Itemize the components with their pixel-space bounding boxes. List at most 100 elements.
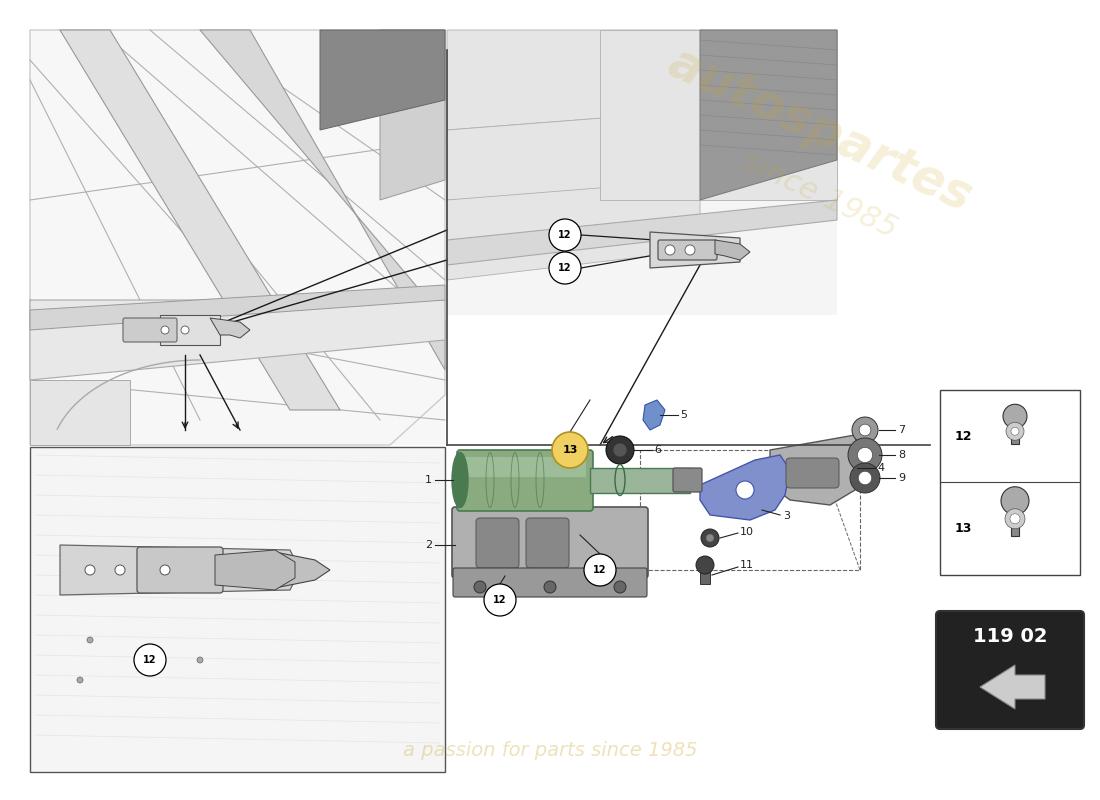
Text: 11: 11 <box>740 560 754 570</box>
Circle shape <box>584 554 616 586</box>
Text: 10: 10 <box>740 527 754 537</box>
Circle shape <box>613 443 627 457</box>
Text: 12: 12 <box>143 655 156 665</box>
FancyBboxPatch shape <box>138 547 223 593</box>
Polygon shape <box>30 380 130 445</box>
FancyBboxPatch shape <box>786 458 839 488</box>
Text: autospartes: autospartes <box>660 38 980 222</box>
Circle shape <box>544 581 556 593</box>
Circle shape <box>85 565 95 575</box>
Circle shape <box>484 584 516 616</box>
Circle shape <box>77 677 82 683</box>
Circle shape <box>116 565 125 575</box>
Polygon shape <box>30 300 446 380</box>
FancyBboxPatch shape <box>1011 416 1019 444</box>
Polygon shape <box>160 315 220 345</box>
Circle shape <box>552 432 589 468</box>
Polygon shape <box>700 30 837 200</box>
Circle shape <box>666 245 675 255</box>
Circle shape <box>614 581 626 593</box>
Circle shape <box>1001 486 1028 514</box>
Text: a passion for parts since 1985: a passion for parts since 1985 <box>403 741 697 759</box>
Text: 3: 3 <box>783 511 790 521</box>
Circle shape <box>1006 422 1024 440</box>
Ellipse shape <box>452 453 468 507</box>
Circle shape <box>850 463 880 493</box>
Polygon shape <box>447 200 837 265</box>
Circle shape <box>134 644 166 676</box>
Polygon shape <box>447 180 700 280</box>
Circle shape <box>1003 404 1027 428</box>
Circle shape <box>859 424 871 436</box>
FancyBboxPatch shape <box>1011 501 1019 536</box>
Polygon shape <box>320 30 446 130</box>
Text: 13: 13 <box>955 522 972 535</box>
Circle shape <box>736 481 754 499</box>
FancyBboxPatch shape <box>447 30 837 315</box>
FancyBboxPatch shape <box>30 30 446 445</box>
FancyBboxPatch shape <box>30 447 446 772</box>
Circle shape <box>1011 427 1019 435</box>
Text: 5: 5 <box>680 410 688 420</box>
Circle shape <box>696 556 714 574</box>
FancyBboxPatch shape <box>456 450 593 511</box>
Polygon shape <box>60 545 300 595</box>
Circle shape <box>857 447 872 462</box>
Polygon shape <box>275 552 330 588</box>
Text: 8: 8 <box>898 450 905 460</box>
Polygon shape <box>200 30 446 370</box>
FancyBboxPatch shape <box>590 468 690 493</box>
Polygon shape <box>447 30 837 130</box>
Polygon shape <box>770 435 860 505</box>
Polygon shape <box>700 455 790 520</box>
FancyBboxPatch shape <box>936 611 1084 729</box>
FancyBboxPatch shape <box>526 518 569 568</box>
Circle shape <box>848 438 882 472</box>
Polygon shape <box>650 232 740 268</box>
Polygon shape <box>600 30 837 200</box>
Polygon shape <box>210 318 250 338</box>
Text: 9: 9 <box>898 473 905 483</box>
Circle shape <box>606 436 634 464</box>
Polygon shape <box>715 240 750 260</box>
Text: 1: 1 <box>425 475 432 485</box>
Circle shape <box>161 326 169 334</box>
Text: 13: 13 <box>562 445 578 455</box>
Circle shape <box>182 326 189 334</box>
FancyBboxPatch shape <box>123 318 177 342</box>
FancyBboxPatch shape <box>940 390 1080 575</box>
Circle shape <box>685 245 695 255</box>
Polygon shape <box>379 30 446 200</box>
FancyBboxPatch shape <box>658 240 717 260</box>
Circle shape <box>706 534 714 542</box>
Text: 12: 12 <box>493 595 507 605</box>
Text: 4: 4 <box>877 463 884 473</box>
Polygon shape <box>447 100 837 200</box>
Text: 6: 6 <box>654 445 661 455</box>
Text: since 1985: since 1985 <box>738 146 902 243</box>
Polygon shape <box>30 285 446 330</box>
Circle shape <box>858 471 871 485</box>
FancyBboxPatch shape <box>453 568 647 597</box>
Text: 119 02: 119 02 <box>972 627 1047 646</box>
Circle shape <box>701 529 719 547</box>
FancyBboxPatch shape <box>476 518 519 568</box>
Circle shape <box>474 581 486 593</box>
FancyBboxPatch shape <box>0 0 1100 28</box>
FancyBboxPatch shape <box>452 507 648 578</box>
Circle shape <box>1005 509 1025 529</box>
Circle shape <box>1010 514 1020 524</box>
Polygon shape <box>60 30 340 410</box>
FancyBboxPatch shape <box>0 775 1100 800</box>
Text: 12: 12 <box>955 430 972 442</box>
Polygon shape <box>644 400 666 430</box>
FancyBboxPatch shape <box>700 562 710 584</box>
Text: 2: 2 <box>425 540 432 550</box>
FancyBboxPatch shape <box>464 457 586 477</box>
Circle shape <box>87 637 94 643</box>
Polygon shape <box>214 550 295 590</box>
Text: 12: 12 <box>593 565 607 575</box>
FancyBboxPatch shape <box>673 468 702 492</box>
Circle shape <box>197 657 204 663</box>
Circle shape <box>549 219 581 251</box>
